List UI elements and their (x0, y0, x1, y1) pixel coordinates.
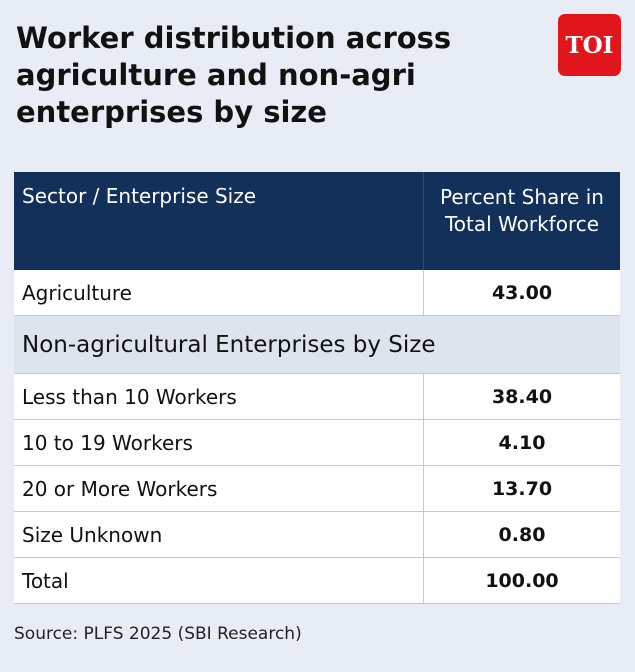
table-header-row: Sector / Enterprise Size Percent Share i… (14, 172, 620, 270)
row-label: Agriculture (22, 280, 132, 305)
section-label: Non-agricultural Enterprises by Size (22, 331, 436, 358)
row-label: 10 to 19 Workers (22, 430, 193, 455)
row-label: Total (22, 568, 69, 593)
header-sector: Sector / Enterprise Size (22, 184, 257, 208)
table-row: 10 to 19 Workers 4.10 (14, 420, 620, 466)
toi-logo: TOI (558, 14, 621, 76)
chart-title: Worker distribution across agriculture a… (16, 21, 452, 129)
row-value: 43.00 (423, 270, 620, 315)
section-header-non-agri: Non-agricultural Enterprises by Size (14, 316, 620, 374)
table-row: Less than 10 Workers 38.40 (14, 374, 620, 420)
row-label: Size Unknown (22, 522, 163, 547)
row-value: 13.70 (423, 466, 620, 511)
table-row: 20 or More Workers 13.70 (14, 466, 620, 512)
source-note: Source: PLFS 2025 (SBI Research) (14, 624, 302, 644)
row-value: 4.10 (423, 420, 620, 465)
row-label: 20 or More Workers (22, 476, 218, 501)
row-label: Less than 10 Workers (22, 384, 237, 409)
table-row-total: Total 100.00 (14, 558, 620, 604)
data-table: Sector / Enterprise Size Percent Share i… (14, 172, 620, 604)
row-value: 38.40 (423, 374, 620, 419)
row-value: 0.80 (423, 512, 620, 557)
header-percent-share: Percent Share in Total Workforce (423, 172, 620, 270)
row-value: 100.00 (423, 558, 620, 603)
table-row-agriculture: Agriculture 43.00 (14, 270, 620, 316)
table-row: Size Unknown 0.80 (14, 512, 620, 558)
